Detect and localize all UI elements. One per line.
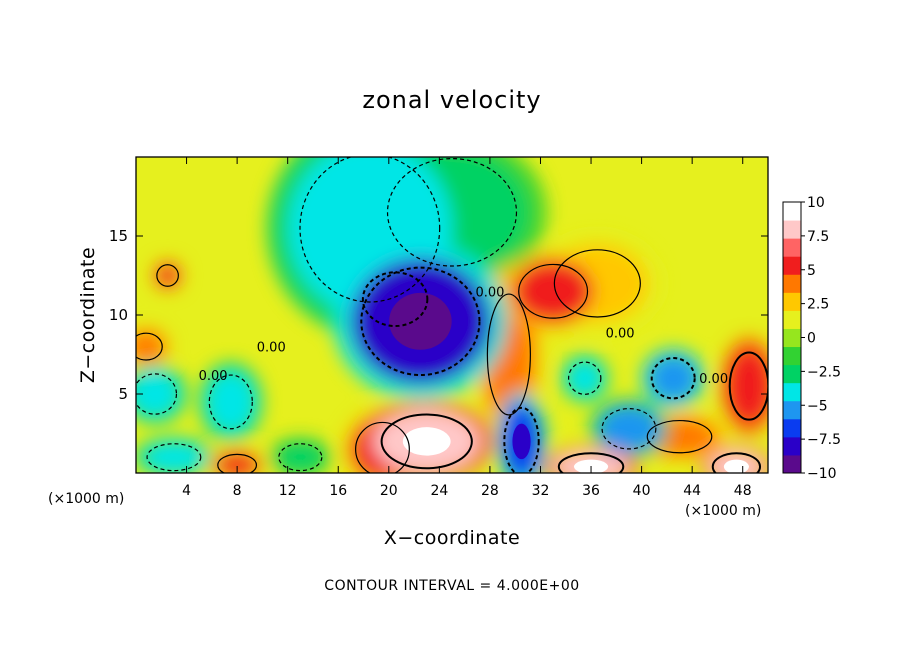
x-axis: 4 8 12 16 20 24 28 32 36 40 44 48 xyxy=(182,157,752,499)
field-feature xyxy=(136,370,181,418)
contour-label: 0.00 xyxy=(257,341,286,356)
contour-label: 0.00 xyxy=(606,326,635,341)
contour-negative xyxy=(299,157,441,303)
field-feature xyxy=(136,330,166,363)
contour-label: 0.00 xyxy=(699,372,728,387)
field-feature xyxy=(154,262,181,289)
y-tick-label: 10 xyxy=(109,306,128,324)
x-tick-label: 44 xyxy=(683,483,701,499)
y-tick-label: 15 xyxy=(109,227,128,245)
field-feature xyxy=(142,441,206,473)
colorbar-swatch xyxy=(783,220,801,239)
velocity-field xyxy=(136,157,768,473)
contour-negative xyxy=(136,373,178,415)
contour-positive xyxy=(518,263,589,319)
contour-negative xyxy=(278,443,323,472)
colorbar-swatch xyxy=(783,436,801,456)
colorbar-swatch xyxy=(783,400,801,420)
x-tick-label: 20 xyxy=(380,483,398,499)
colorbar-tick-label: 0 xyxy=(807,331,816,347)
colorbar-swatch xyxy=(783,364,801,384)
y-axis: 5 10 15 xyxy=(109,227,768,403)
field-feature xyxy=(726,346,768,426)
contour-positive xyxy=(646,419,713,454)
field-feature xyxy=(512,259,594,323)
colorbar-tick-label: 7.5 xyxy=(807,229,829,245)
contour-positive xyxy=(355,421,410,473)
contour-positive xyxy=(557,452,625,473)
field-core xyxy=(512,423,531,460)
contour-positive xyxy=(711,452,762,473)
y-axis-title: Z−coordinate xyxy=(77,246,99,384)
colorbar-tick-label: −7.5 xyxy=(807,432,841,448)
colorbar-swatch xyxy=(783,418,801,438)
contour-positive xyxy=(217,453,258,473)
colorbar-swatch xyxy=(783,454,801,474)
contour-negative xyxy=(208,374,253,430)
colorbar-tick-label: −2.5 xyxy=(807,364,841,380)
colorbar-swatch xyxy=(783,382,801,402)
field-core xyxy=(389,292,452,350)
colorbar-swatch xyxy=(783,238,801,257)
contour-negative xyxy=(146,443,202,472)
colorbar-tick-label: −10 xyxy=(807,466,837,482)
contour-positive xyxy=(156,264,179,287)
contour-positive xyxy=(553,249,641,318)
colorbar-swatch xyxy=(783,274,801,293)
x-tick-label: 28 xyxy=(481,483,499,499)
colorbar-swatch xyxy=(783,292,801,311)
contour-negative xyxy=(386,157,518,267)
field-feature xyxy=(597,405,661,453)
colorbar-tick-label: 5 xyxy=(807,263,816,279)
contour-positive xyxy=(136,332,163,361)
field-core xyxy=(402,427,451,456)
colorbar-tick-label: −5 xyxy=(807,398,828,414)
colorbar-swatch xyxy=(783,202,801,221)
colorbar-swatch xyxy=(783,256,801,275)
field-feature xyxy=(565,359,604,398)
field-feature xyxy=(275,441,326,473)
field-feature xyxy=(647,354,699,402)
colorbar-tick-label: 2.5 xyxy=(807,297,829,313)
x-unit-right: (×1000 m) xyxy=(685,503,762,519)
contour-label: 0.00 xyxy=(475,285,504,300)
x-tick-label: 24 xyxy=(430,483,448,499)
x-tick-label: 4 xyxy=(182,483,191,499)
x-tick-label: 12 xyxy=(279,483,297,499)
colorbar-swatch xyxy=(783,328,801,348)
x-tick-label: 40 xyxy=(633,483,651,499)
contour-positive xyxy=(380,413,473,470)
contour-negative xyxy=(568,361,602,395)
field-feature xyxy=(205,370,257,434)
contour-positive xyxy=(728,351,768,421)
x-axis-title: X−coordinate xyxy=(383,527,521,549)
x-tick-label: 48 xyxy=(734,483,752,499)
x-unit-left: (×1000 m) xyxy=(48,491,125,507)
colorbar-tick-label: 10 xyxy=(807,195,825,211)
contour-negative xyxy=(361,271,429,328)
contour-lines xyxy=(136,157,768,473)
field-core xyxy=(723,459,749,473)
contour-negative xyxy=(360,266,481,377)
x-tick-label: 8 xyxy=(233,483,242,499)
x-tick-label: 16 xyxy=(329,483,347,499)
colorbar-swatch xyxy=(783,310,801,329)
contour-negative xyxy=(503,406,540,473)
field-feature xyxy=(214,452,260,473)
contour-positive xyxy=(486,293,531,416)
colorbar: 10 7.5 5 2.5 0 −2.5 −5 −7.5 −10 xyxy=(782,195,841,482)
contour-interval-note: CONTOUR INTERVAL = 4.000E+00 xyxy=(324,578,580,594)
contour-labels: 0.00 0.00 0.00 0.00 0.00 xyxy=(199,285,728,387)
contour-negative xyxy=(601,408,657,450)
contour-label: 0.00 xyxy=(199,369,228,384)
colorbar-swatch xyxy=(783,346,801,366)
x-tick-label: 36 xyxy=(582,483,600,499)
y-tick-label: 5 xyxy=(118,385,128,403)
contour-negative xyxy=(650,357,696,400)
x-tick-label: 32 xyxy=(532,483,550,499)
chart-title: zonal velocity xyxy=(362,86,542,114)
